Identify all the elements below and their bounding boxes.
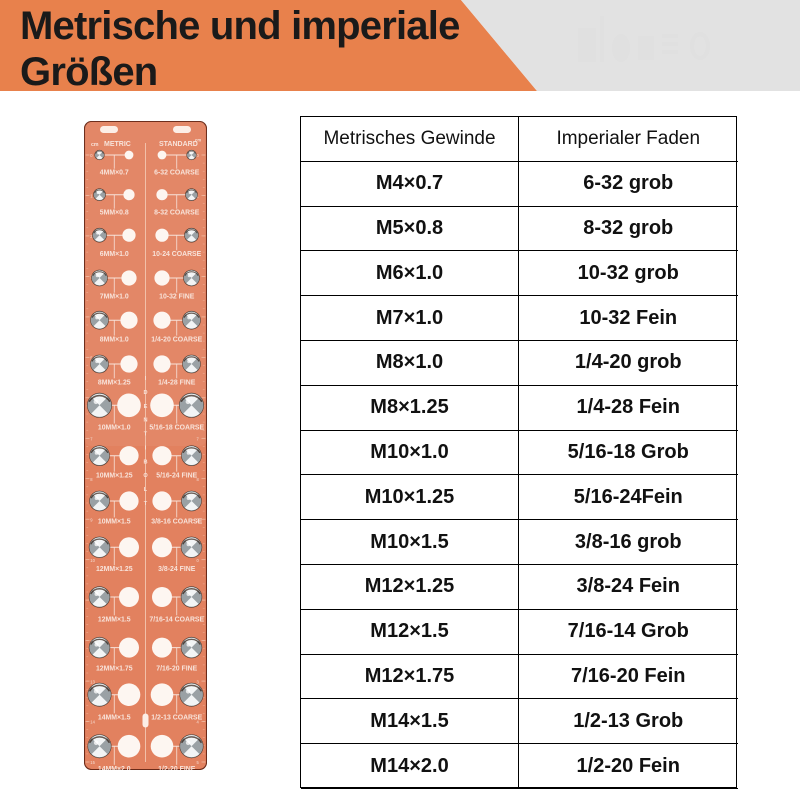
svg-text:7MM×1.0: 7MM×1.0 <box>100 294 129 301</box>
svg-text:10MM×1.25: 10MM×1.25 <box>96 473 133 480</box>
svg-text:14: 14 <box>90 720 95 725</box>
svg-text:7/16-14 COARSE: 7/16-14 COARSE <box>149 616 204 623</box>
svg-text:10-32 FINE: 10-32 FINE <box>159 294 195 301</box>
svg-text:METRIC: METRIC <box>104 141 131 148</box>
svg-text:12MM×1.5: 12MM×1.5 <box>98 616 131 623</box>
svg-text:13: 13 <box>90 679 95 684</box>
svg-text:6MM×1.0: 6MM×1.0 <box>100 251 129 258</box>
svg-text:O: O <box>143 473 148 479</box>
svg-text:1/4-20 COARSE: 1/4-20 COARSE <box>151 337 202 344</box>
svg-text:8-32 COARSE: 8-32 COARSE <box>154 210 200 217</box>
svg-text:3/8-24 FINE: 3/8-24 FINE <box>158 566 196 573</box>
svg-text:7/16-20 FINE: 7/16-20 FINE <box>156 665 197 672</box>
svg-text:5/16-24 FINE: 5/16-24 FINE <box>156 473 197 480</box>
svg-text:5/16-18 COARSE: 5/16-18 COARSE <box>149 425 204 432</box>
svg-text:1/2-20 FINE: 1/2-20 FINE <box>158 766 196 770</box>
svg-text:cm: cm <box>91 142 99 148</box>
svg-text:N: N <box>143 418 147 424</box>
svg-text:10MM×1.5: 10MM×1.5 <box>98 518 131 525</box>
svg-text:cm: cm <box>195 138 201 143</box>
svg-text:8MM×1.25: 8MM×1.25 <box>98 379 131 386</box>
svg-text:10-24 COARSE: 10-24 COARSE <box>152 251 201 258</box>
svg-text:14MM×2.0: 14MM×2.0 <box>98 766 131 770</box>
svg-text:T: T <box>144 501 148 507</box>
svg-text:5MM×0.8: 5MM×0.8 <box>100 210 129 217</box>
svg-text:1/2-13 COARSE: 1/2-13 COARSE <box>151 714 202 721</box>
svg-text:B: B <box>143 459 147 465</box>
svg-text:6-32 COARSE: 6-32 COARSE <box>154 170 200 177</box>
svg-text:4MM×0.7: 4MM×0.7 <box>100 170 129 177</box>
svg-text:15: 15 <box>90 760 95 765</box>
svg-text:12MM×1.25: 12MM×1.25 <box>96 566 133 573</box>
svg-text:3/8-16 COARSE: 3/8-16 COARSE <box>151 518 202 525</box>
svg-text:8MM×1.0: 8MM×1.0 <box>100 337 129 344</box>
svg-text:D: D <box>143 390 147 396</box>
svg-text:12MM×1.75: 12MM×1.75 <box>96 665 133 672</box>
svg-text:1/4-28 FINE: 1/4-28 FINE <box>158 379 196 386</box>
svg-text:L: L <box>144 487 148 493</box>
svg-text:10: 10 <box>90 558 95 563</box>
svg-text:STANDARD: STANDARD <box>159 141 198 148</box>
svg-text:E: E <box>144 404 148 410</box>
svg-text:10MM×1.0: 10MM×1.0 <box>98 425 131 432</box>
svg-text:T: T <box>144 432 148 438</box>
svg-text:14MM×1.5: 14MM×1.5 <box>98 714 131 721</box>
